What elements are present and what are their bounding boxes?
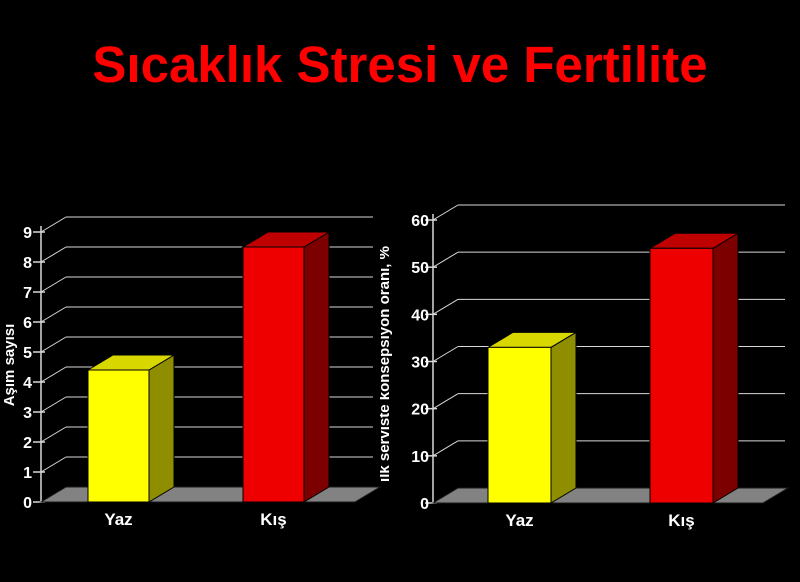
bar-kış-side [303, 231, 330, 503]
gridline-depth [432, 346, 459, 362]
bar-yaz-side [148, 354, 175, 503]
gridline-depth [40, 456, 67, 473]
gridline-depth [40, 396, 67, 413]
gridline-depth [432, 204, 459, 221]
bar-yaz [487, 346, 552, 504]
y-tick-label: 50 [411, 260, 429, 277]
y-tick-label: 6 [23, 315, 32, 332]
category-label: Yaz [505, 511, 533, 530]
y-tick-label: 9 [23, 225, 32, 242]
category-label: Kış [668, 511, 694, 530]
gridline-depth [432, 440, 459, 457]
chart-mating-count: 0 1 2 3 4 5 6 7 8 9 Yaz Kış Aşım sayısı [0, 190, 400, 575]
slide-title: Sıcaklık Stresi ve Fertilite [92, 36, 708, 93]
y-axis-title: Aşım sayısı [1, 324, 18, 407]
chart-conception-rate: 0 10 20 30 40 50 60 Yaz Kış ilk serviste konsepsi… [376, 190, 800, 575]
gridline-depth [40, 336, 67, 353]
chart-canvas: 0 10 20 30 40 50 60 Yaz Kış ilk serviste konsepsi… [376, 204, 790, 530]
category-label: Yaz [104, 510, 132, 529]
y-tick-label: 2 [23, 435, 32, 452]
y-tick-label: 0 [23, 495, 32, 512]
y-tick-label: 20 [411, 402, 429, 419]
chart-canvas: 0 1 2 3 4 5 6 7 8 9 Yaz Kış Aşım sayısı [1, 216, 382, 529]
category-label: Kış [260, 510, 286, 529]
gridline-depth [40, 366, 67, 383]
y-tick-label: 40 [411, 307, 429, 324]
y-tick-label: 1 [23, 465, 32, 482]
y-tick-label: 60 [411, 213, 429, 230]
gridline-depth [40, 246, 67, 263]
y-tick-label: 0 [420, 496, 429, 513]
bar-kış [649, 247, 714, 504]
gridline-depth [40, 216, 67, 233]
y-tick-label: 4 [23, 375, 32, 392]
bar-yaz-side [550, 331, 577, 504]
y-tick-label: 10 [411, 449, 429, 466]
bar-kış [242, 246, 305, 503]
y-tick-label: 7 [23, 285, 32, 302]
gridline-depth [432, 393, 459, 410]
y-axis-title: ilk serviste konsepsiyon oranı, % [380, 246, 393, 482]
y-tick-label: 5 [23, 345, 32, 362]
gridline-depth [40, 426, 67, 443]
gridline-depth [432, 298, 459, 315]
y-tick-label: 30 [411, 354, 429, 371]
bar-kış-side [712, 232, 739, 504]
y-tick-label: 8 [23, 255, 32, 272]
gridline-depth [432, 251, 459, 268]
gridline-depth [40, 306, 67, 323]
bar-yaz [87, 369, 150, 503]
gridline-depth [40, 276, 67, 293]
y-tick-label: 3 [23, 405, 32, 422]
